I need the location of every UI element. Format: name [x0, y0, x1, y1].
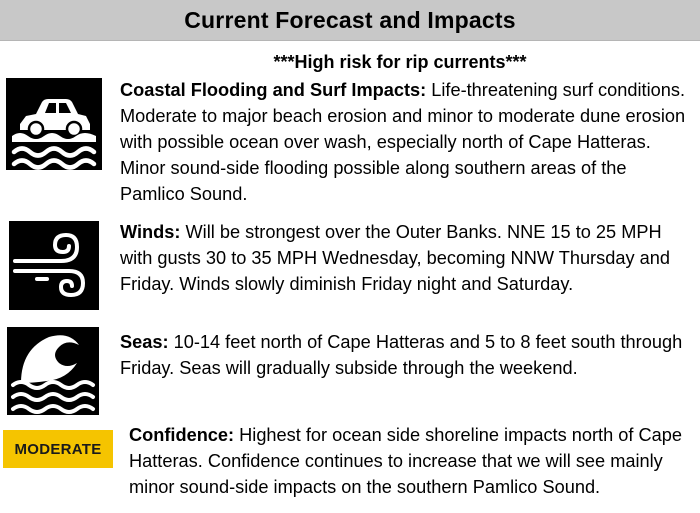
winds-body: Will be strongest over the Outer Banks. …: [120, 222, 670, 294]
confidence-heading: Confidence:: [129, 425, 235, 445]
wind-icon: [9, 221, 99, 310]
coastal-flooding-body: Life-threatening surf conditions. Modera…: [120, 80, 686, 204]
confidence-text: Confidence: Highest for ocean side shore…: [129, 422, 694, 500]
winds-heading: Winds:: [120, 222, 181, 242]
seas-body: 10-14 feet north of Cape Hatteras and 5 …: [120, 332, 683, 378]
title-bar: Current Forecast and Impacts: [0, 0, 700, 41]
coastal-flooding-text: Coastal Flooding and Surf Impacts: Life-…: [120, 77, 690, 207]
waves-icon: [7, 327, 99, 415]
winds-text: Winds: Will be strongest over the Outer …: [120, 219, 690, 297]
confidence-body: Highest for ocean side shoreline impacts…: [129, 425, 682, 497]
seas-heading: Seas:: [120, 332, 169, 352]
coastal-flooding-heading: Coastal Flooding and Surf Impacts:: [120, 80, 427, 100]
confidence-badge: MODERATE: [3, 430, 113, 468]
rip-current-alert: ***High risk for rip currents***: [273, 52, 527, 72]
page-title: Current Forecast and Impacts: [184, 6, 516, 33]
seas-text: Seas: 10-14 feet north of Cape Hatteras …: [120, 329, 690, 381]
car-in-water-icon: [6, 78, 102, 170]
